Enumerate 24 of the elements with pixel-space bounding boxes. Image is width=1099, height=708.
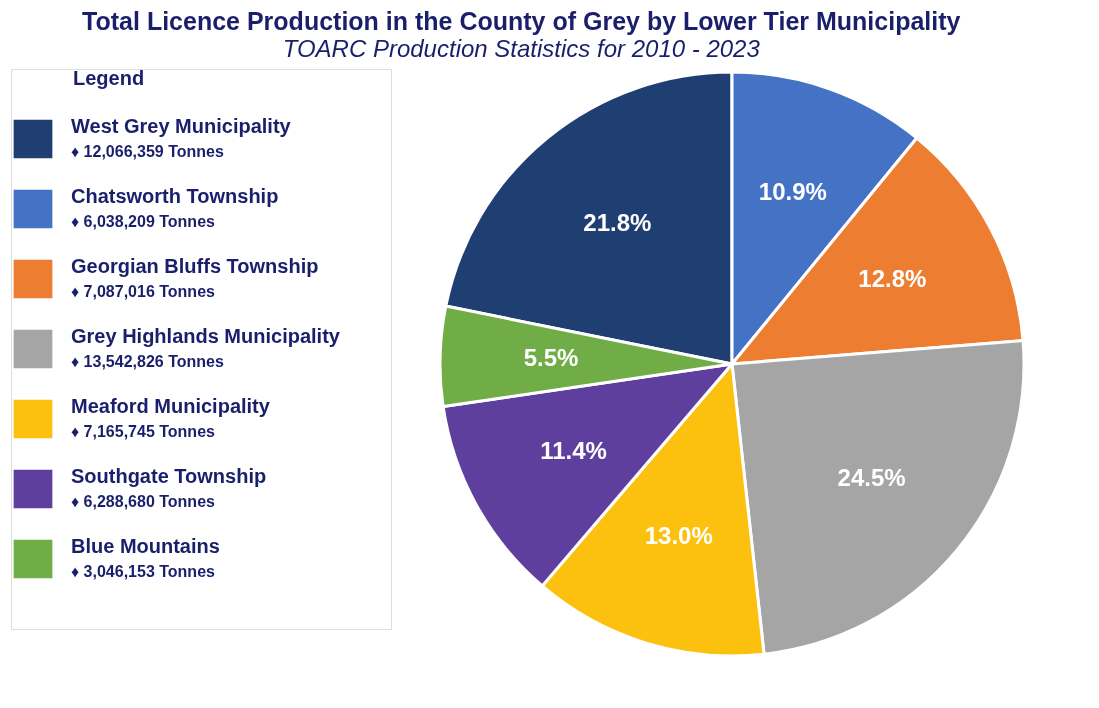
data-label: 12.8%	[858, 264, 927, 292]
legend-title: Legend	[73, 67, 145, 89]
data-label: 10.9%	[758, 178, 827, 206]
legend-label: Chatsworth Township	[71, 185, 279, 207]
text: ♦ 13,542,826 Tonnes	[71, 353, 224, 370]
data-label: 13.0%	[644, 522, 713, 550]
chart-subtitle: TOARC Production Statistics for 2010 - 2023	[282, 35, 761, 62]
text: ♦ 7,087,016 Tonnes	[71, 283, 216, 300]
data-label: 5.5%	[523, 344, 579, 372]
data-label: 21.8%	[583, 208, 652, 236]
legend-label: Meaford Municipality	[71, 395, 271, 417]
legend-label: West Grey Municipality	[71, 115, 292, 137]
text: ♦ 7,165,745 Tonnes	[71, 423, 216, 440]
text: ♦ 6,038,209 Tonnes	[71, 213, 216, 230]
legend-label: Grey Highlands Municipality	[71, 325, 341, 347]
text: ♦ 6,288,680 Tonnes	[71, 493, 216, 510]
data-label: 24.5%	[837, 464, 906, 492]
text: ♦ 12,066,359 Tonnes	[71, 143, 224, 160]
legend-label: Southgate Township	[71, 465, 267, 487]
legend-label: Georgian Bluffs Township	[71, 255, 319, 277]
data-label: 11.4%	[540, 436, 607, 464]
legend-label: Blue Mountains	[71, 535, 220, 557]
text: ♦ 3,046,153 Tonnes	[71, 563, 216, 580]
chart-title: Total Licence Production in the County of Grey by Lower Tier Municipality	[82, 7, 961, 35]
